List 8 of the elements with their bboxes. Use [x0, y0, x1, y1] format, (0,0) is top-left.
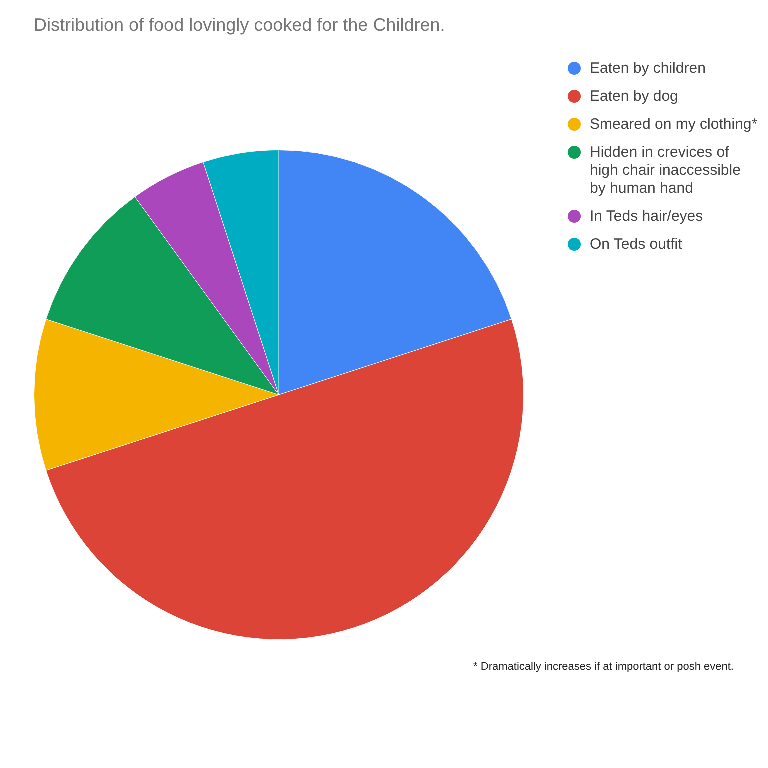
legend-label: Hidden in crevices of high chair inaccessible by human hand — [590, 144, 742, 198]
legend-label: Eaten by dog — [590, 88, 678, 106]
text: * Dramatically increases if at important or posh event. — [474, 661, 734, 673]
legend-label: Eaten by children — [590, 60, 706, 78]
legend-label: Smeared on my clothing* — [590, 116, 758, 134]
chart-title: Distribution of food lovingly cooked for the Children. — [34, 15, 446, 36]
legend-label: On Teds outfit — [590, 236, 682, 254]
legend-label: In Teds hair/eyes — [590, 208, 704, 226]
